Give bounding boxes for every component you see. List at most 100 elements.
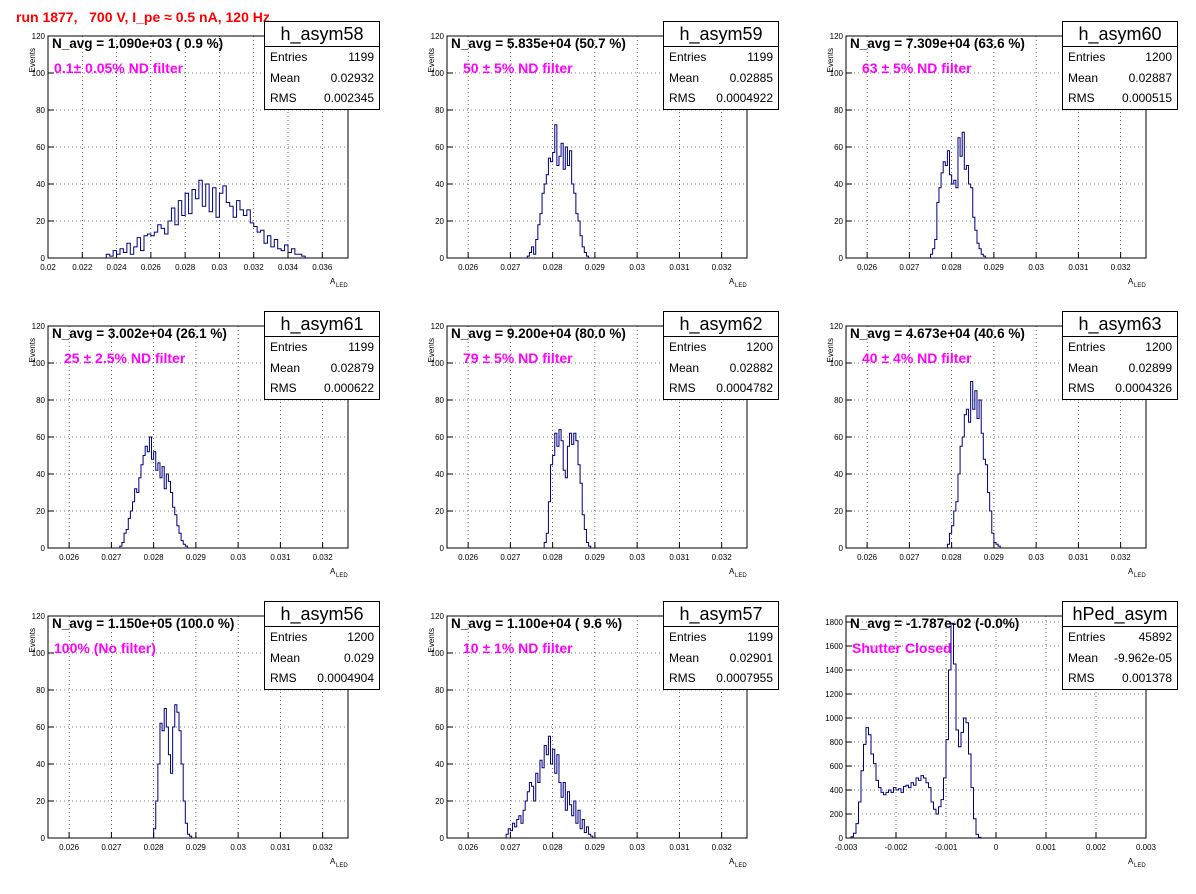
y-tick-label: 0 — [839, 834, 844, 843]
x-tick-label: 0.029 — [585, 553, 606, 562]
y-axis-label: Events — [826, 48, 835, 72]
y-tick-label: 60 — [435, 143, 444, 152]
y-tick-label: 20 — [435, 797, 444, 806]
stats-value: 0.0004326 — [1115, 381, 1172, 395]
x-tick-label: 0.029 — [984, 263, 1005, 272]
stats-box: h_asym56 Entries 1200 Mean 0.029 RMS 0.0004904 — [264, 601, 380, 690]
n-avg-label: N_avg = 1.090e+03 ( 0.9 %) — [52, 36, 224, 51]
y-tick-label: 20 — [435, 217, 444, 226]
stats-row-mean: Mean 0.02885 — [664, 68, 778, 89]
y-tick-label: 120 — [830, 322, 844, 331]
x-tick-label: 0.029 — [186, 843, 207, 852]
histogram-name: h_asym59 — [664, 22, 778, 47]
n-avg-label: N_avg = -1.787e-02 (-0.0%) — [850, 616, 1020, 631]
y-tick-label: 20 — [435, 507, 444, 516]
x-tick-label: 0.026 — [458, 263, 479, 272]
stats-value: 1200 — [347, 630, 374, 644]
y-tick-label: 800 — [830, 738, 844, 747]
y-tick-label: 20 — [834, 217, 843, 226]
x-tick-label: 0.03 — [629, 843, 645, 852]
x-tick-label: 0.001 — [1036, 843, 1057, 852]
stats-key: Entries — [1068, 340, 1106, 354]
stats-row-rms: RMS 0.0004326 — [1063, 378, 1177, 399]
filter-label: Shutter Closed — [852, 640, 952, 656]
y-tick-label: 120 — [431, 322, 445, 331]
x-tick-label: 0.028 — [942, 553, 963, 562]
stats-box: h_asym57 Entries 1199 Mean 0.02901 RMS 0.00079… — [663, 601, 779, 690]
x-tick-label: 0.031 — [1068, 263, 1089, 272]
stats-value: 0.001378 — [1121, 671, 1172, 685]
stats-value: 0.02885 — [729, 70, 773, 85]
y-tick-label: 80 — [36, 686, 45, 695]
x-tick-label: 0.03 — [629, 553, 645, 562]
stats-row-mean: Mean 0.02901 — [664, 648, 778, 669]
stats-value: 0.000515 — [1121, 91, 1172, 105]
stats-value: -9.962e-05 — [1113, 650, 1172, 665]
x-tick-label: 0.031 — [270, 843, 291, 852]
x-tick-label: 0.027 — [899, 553, 920, 562]
histogram-svg: 0.026 0.027 0.028 0.029 0.03 0.031 0.032 0 20 40 6… — [427, 322, 748, 579]
x-tick-label: 0.026 — [59, 553, 80, 562]
x-axis-label-subscript: LED — [735, 863, 747, 869]
x-tick-label: 0.031 — [669, 843, 690, 852]
x-axis-label: A — [729, 567, 735, 576]
y-tick-label: 80 — [36, 106, 45, 115]
y-tick-label: 40 — [435, 470, 444, 479]
histogram-name: h_asym60 — [1063, 22, 1177, 47]
y-tick-label: 40 — [435, 180, 444, 189]
x-tick-label: 0.029 — [186, 553, 207, 562]
x-tick-label: 0.027 — [500, 263, 521, 272]
x-tick-label: 0.032 — [313, 553, 334, 562]
histogram-panel-h_asym60: 0.026 0.027 0.028 0.029 0.03 0.031 0.032 0 20 40 6… — [798, 21, 1194, 314]
stats-key: Entries — [270, 630, 308, 644]
histogram-line — [850, 622, 982, 838]
y-tick-label: 100 — [431, 359, 445, 368]
stats-key: RMS — [1068, 91, 1095, 105]
y-tick-label: 40 — [36, 760, 45, 769]
y-tick-label: 0 — [440, 254, 445, 263]
x-axis-label: A — [330, 567, 336, 576]
y-tick-label: 20 — [36, 507, 45, 516]
stats-row-rms: RMS 0.002345 — [265, 88, 379, 109]
histogram-panel-h_asym62: 0.026 0.027 0.028 0.029 0.03 0.031 0.032 0 20 40 6… — [399, 311, 795, 604]
x-tick-label: 0.028 — [175, 263, 196, 272]
stats-key: Mean — [669, 650, 700, 665]
stats-box: h_asym63 Entries 1200 Mean 0.02899 RMS 0.00043… — [1062, 311, 1178, 400]
stats-box: h_asym60 Entries 1200 Mean 0.02887 RMS 0.00051… — [1062, 21, 1178, 110]
stats-key: RMS — [669, 671, 696, 685]
x-tick-label: 0.032 — [244, 263, 265, 272]
y-tick-label: 100 — [32, 359, 46, 368]
stats-value: 1200 — [1145, 340, 1172, 354]
x-tick-label: -0.003 — [835, 843, 858, 852]
n-avg-label: N_avg = 1.150e+05 (100.0 %) — [52, 616, 235, 631]
x-tick-label: 0.003 — [1136, 843, 1157, 852]
x-tick-label: 0.028 — [543, 263, 564, 272]
x-tick-label: 0.026 — [458, 843, 479, 852]
stats-row-rms: RMS 0.000515 — [1063, 88, 1177, 109]
y-axis-label: Events — [427, 338, 436, 362]
stats-row-entries: Entries 1200 — [1063, 337, 1177, 358]
x-tick-label: 0.03 — [1028, 553, 1044, 562]
stats-value: 0.02882 — [729, 360, 773, 375]
histogram-name: h_asym56 — [265, 602, 379, 627]
stats-value: 1200 — [1145, 50, 1172, 64]
y-tick-label: 1800 — [825, 618, 843, 627]
stats-key: RMS — [270, 381, 297, 395]
stats-row-mean: Mean 0.02879 — [265, 358, 379, 379]
histogram-line — [930, 131, 986, 258]
stats-key: Entries — [1068, 50, 1106, 64]
y-tick-label: 40 — [834, 180, 843, 189]
filter-label: 50 ± 5% ND filter — [463, 60, 573, 76]
stats-key: Entries — [270, 340, 308, 354]
stats-value: 1199 — [747, 50, 773, 64]
stats-key: Mean — [1068, 70, 1099, 85]
stats-row-entries: Entries 1200 — [664, 337, 778, 358]
stats-row-mean: Mean 0.029 — [265, 648, 379, 669]
stats-box: h_asym61 Entries 1199 Mean 0.02879 RMS 0.00062… — [264, 311, 380, 400]
n-avg-label: N_avg = 1.100e+04 ( 9.6 %) — [451, 616, 623, 631]
stats-box: hPed_asym Entries 45892 Mean -9.962e-05 RMS 0.… — [1062, 601, 1178, 690]
stats-value: 1199 — [747, 630, 773, 644]
y-axis-label: Events — [28, 338, 37, 362]
y-tick-label: 1000 — [825, 714, 843, 723]
filter-label: 100% (No filter) — [54, 640, 156, 656]
